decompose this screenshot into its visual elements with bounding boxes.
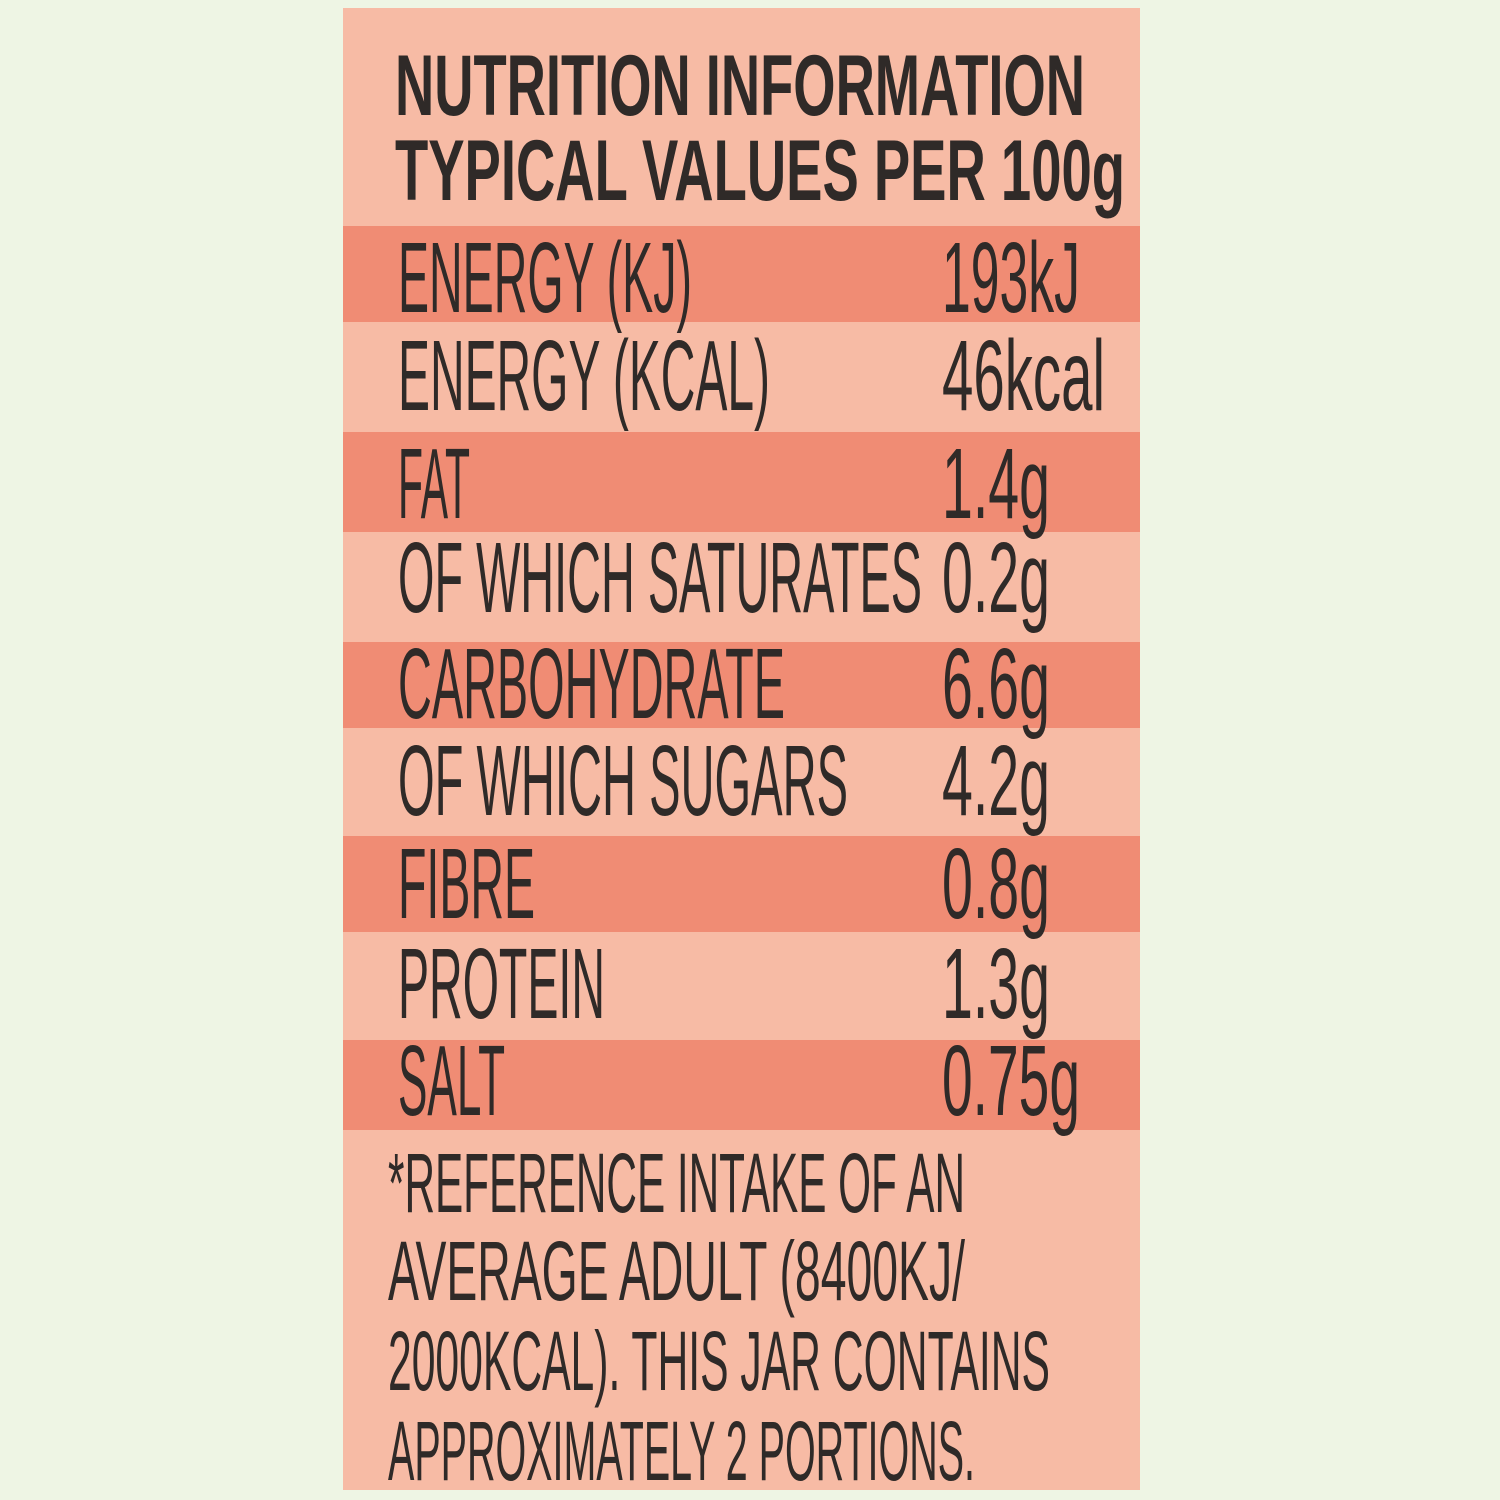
nutrition-table: ENERGY (KJ) 193kJ ENERGY (KCAL) 46kcal FAT 1.… [343, 222, 1140, 1137]
subtitle: TYPICAL VALUES PER 100g [395, 123, 1125, 219]
footnote-line: 2000KCAL). THIS JAR CONTAINS [388, 1314, 1050, 1408]
title: NUTRITION INFORMATION [395, 38, 1085, 134]
footnote-line: APPROXIMATELY 2 PORTIONS. [388, 1404, 975, 1498]
nutrient-value: 6.6g [942, 628, 1050, 740]
nutrient-name: ENERGY (KCAL) [398, 320, 770, 432]
nutrient-value: 46kcal [942, 320, 1105, 432]
nutrient-name: SALT [398, 1025, 505, 1137]
nutrient-value: 193kJ [942, 222, 1080, 334]
row-band [343, 642, 1140, 728]
nutrient-name: OF WHICH SUGARS [398, 725, 848, 837]
nutrient-name: PROTEIN [398, 928, 605, 1040]
nutrient-value: 0.2g [942, 522, 1050, 634]
row-band [343, 836, 1140, 932]
row-band [343, 226, 1140, 322]
nutrient-name: OF WHICH SATURATES [398, 522, 922, 634]
row-band [343, 1040, 1140, 1130]
nutrient-value: 4.2g [942, 725, 1050, 837]
nutrient-value: 1.3g [942, 928, 1050, 1040]
row-band [343, 432, 1140, 532]
nutrient-name: CARBOHYDRATE [398, 628, 785, 740]
footnote-line: AVERAGE ADULT (8400KJ/ [388, 1224, 965, 1318]
nutrient-value: 1.4g [942, 428, 1050, 540]
nutrient-value: 0.75g [942, 1025, 1080, 1137]
nutrient-name: FIBRE [398, 828, 535, 940]
footnote-line: *REFERENCE INTAKE OF AN [388, 1136, 965, 1230]
nutrient-value: 0.8g [942, 828, 1050, 940]
nutrient-name: ENERGY (KJ) [398, 222, 692, 334]
nutrient-name: FAT [398, 428, 470, 540]
